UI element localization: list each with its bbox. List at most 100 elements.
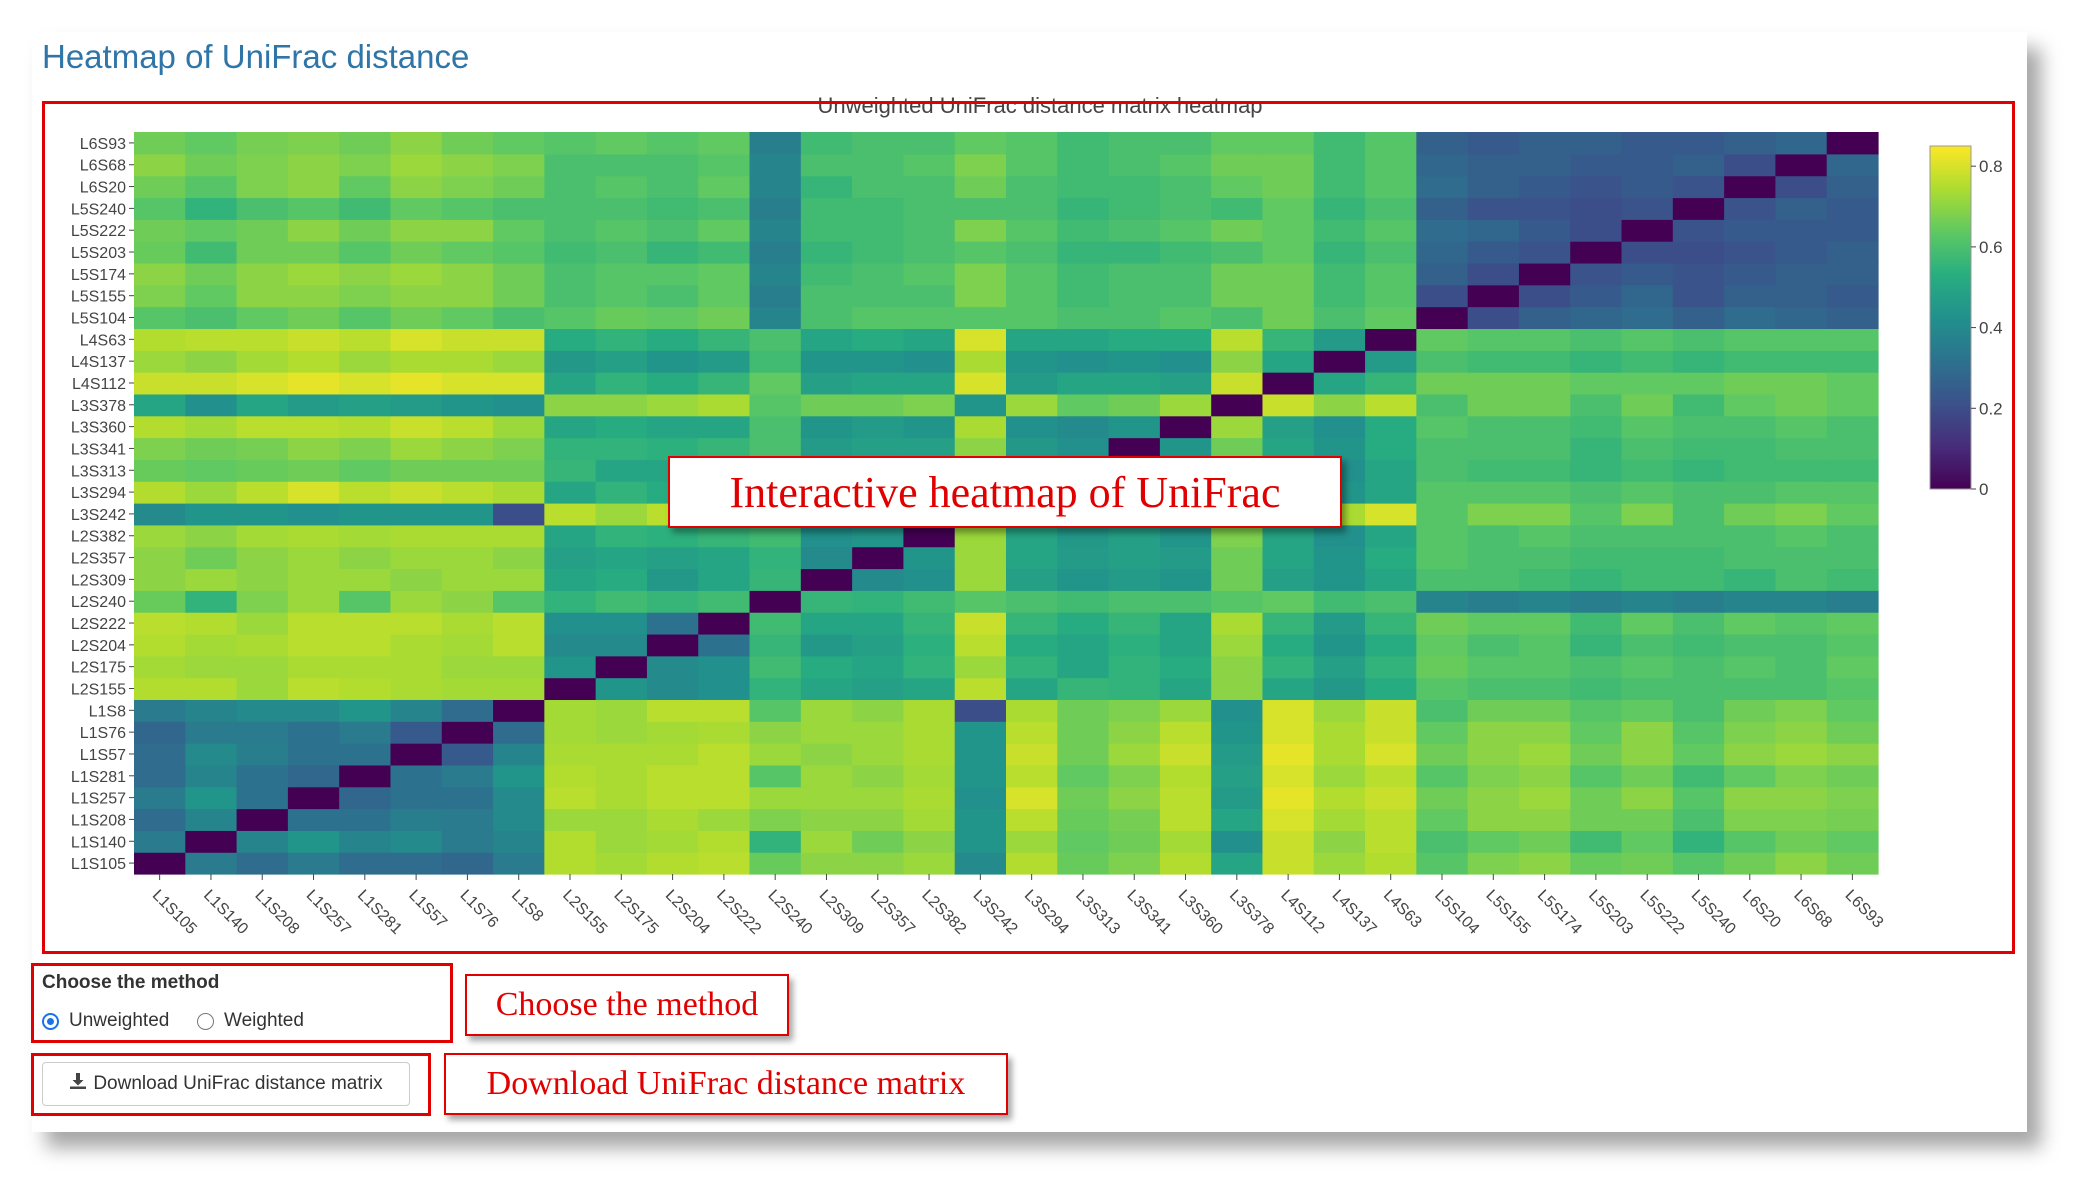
heatmap-cell[interactable]	[1621, 503, 1674, 526]
heatmap-cell[interactable]	[1416, 743, 1469, 766]
heatmap-cell[interactable]	[1211, 764, 1264, 788]
heatmap-cell[interactable]	[1826, 175, 1879, 199]
heatmap-cell[interactable]	[1775, 546, 1828, 570]
heatmap-cell[interactable]	[595, 175, 648, 199]
heatmap-cell[interactable]	[903, 306, 956, 330]
heatmap-cell[interactable]	[1365, 633, 1417, 657]
heatmap-cell[interactable]	[493, 350, 545, 373]
heatmap-cell[interactable]	[1211, 721, 1264, 744]
heatmap-cell[interactable]	[287, 459, 340, 482]
heatmap-cell[interactable]	[1108, 241, 1161, 264]
heatmap-cell[interactable]	[1621, 459, 1674, 482]
heatmap-cell[interactable]	[954, 306, 1007, 330]
heatmap-cell[interactable]	[236, 568, 289, 591]
heatmap-cell[interactable]	[646, 175, 699, 199]
heatmap-cell[interactable]	[1518, 197, 1571, 220]
heatmap-cell[interactable]	[185, 721, 238, 744]
heatmap-cell[interactable]	[595, 393, 648, 417]
heatmap-cell[interactable]	[236, 219, 289, 242]
heatmap-cell[interactable]	[1211, 633, 1264, 657]
heatmap-cell[interactable]	[1313, 633, 1366, 657]
heatmap-cell[interactable]	[1159, 786, 1212, 810]
heatmap-cell[interactable]	[1724, 415, 1777, 439]
heatmap-cell[interactable]	[1570, 830, 1623, 853]
heatmap-cell[interactable]	[1518, 590, 1571, 613]
heatmap-cell[interactable]	[1211, 699, 1264, 722]
heatmap-cell[interactable]	[749, 852, 802, 875]
heatmap-cell[interactable]	[954, 786, 1007, 810]
heatmap-cell[interactable]	[1724, 546, 1777, 570]
heatmap-cell[interactable]	[1775, 568, 1828, 591]
heatmap-cell[interactable]	[852, 524, 905, 548]
heatmap-cell[interactable]	[1467, 568, 1520, 591]
heatmap-cell[interactable]	[339, 764, 392, 788]
heatmap-cell[interactable]	[185, 677, 238, 701]
heatmap-cell[interactable]	[287, 197, 340, 220]
heatmap-cell[interactable]	[1518, 328, 1571, 351]
heatmap-cell[interactable]	[749, 306, 802, 330]
heatmap-cell[interactable]	[1006, 568, 1058, 591]
heatmap-cell[interactable]	[1108, 372, 1161, 395]
heatmap-cell[interactable]	[1775, 306, 1828, 330]
heatmap-cell[interactable]	[441, 721, 494, 744]
heatmap-cell[interactable]	[185, 655, 238, 679]
heatmap-cell[interactable]	[852, 786, 905, 810]
heatmap-cell[interactable]	[1159, 241, 1212, 264]
heatmap-cell[interactable]	[390, 677, 443, 701]
heatmap-cell[interactable]	[1262, 372, 1315, 395]
heatmap-cell[interactable]	[646, 743, 699, 766]
heatmap-cell[interactable]	[1672, 655, 1725, 679]
heatmap-cell[interactable]	[544, 372, 597, 395]
heatmap-cell[interactable]	[1672, 241, 1725, 264]
heatmap-cell[interactable]	[1672, 677, 1725, 701]
heatmap-cell[interactable]	[1724, 721, 1777, 744]
heatmap-cell[interactable]	[441, 568, 494, 591]
heatmap-cell[interactable]	[1416, 132, 1469, 155]
heatmap-cell[interactable]	[800, 699, 853, 722]
radio-unweighted-dot[interactable]	[42, 1012, 59, 1030]
heatmap-cell[interactable]	[1724, 786, 1777, 810]
heatmap-cell[interactable]	[1467, 262, 1520, 286]
heatmap-cell[interactable]	[852, 677, 905, 701]
heatmap-cell[interactable]	[1365, 415, 1417, 439]
heatmap-cell[interactable]	[441, 350, 494, 373]
heatmap-cell[interactable]	[1621, 699, 1674, 722]
heatmap-cell[interactable]	[441, 481, 494, 504]
heatmap-cell[interactable]	[1365, 852, 1417, 875]
heatmap-cell[interactable]	[1570, 743, 1623, 766]
heatmap-cell[interactable]	[1057, 175, 1110, 199]
heatmap-cell[interactable]	[1262, 262, 1315, 286]
heatmap-cell[interactable]	[954, 546, 1007, 570]
heatmap-cell[interactable]	[1262, 175, 1315, 199]
heatmap-cell[interactable]	[339, 721, 392, 744]
heatmap-cell[interactable]	[800, 219, 853, 242]
heatmap-cell[interactable]	[185, 590, 238, 613]
heatmap-cell[interactable]	[1262, 633, 1315, 657]
heatmap-cell[interactable]	[134, 241, 186, 264]
heatmap-cell[interactable]	[595, 350, 648, 373]
heatmap-cell[interactable]	[1108, 786, 1161, 810]
heatmap-cell[interactable]	[134, 437, 186, 460]
heatmap-cell[interactable]	[390, 437, 443, 460]
heatmap-cell[interactable]	[1518, 153, 1571, 177]
heatmap-cell[interactable]	[1775, 328, 1828, 351]
heatmap-cell[interactable]	[749, 633, 802, 657]
heatmap-cell[interactable]	[390, 481, 443, 504]
heatmap-cell[interactable]	[1724, 132, 1777, 155]
heatmap-cell[interactable]	[1159, 219, 1212, 242]
heatmap-cell[interactable]	[441, 743, 494, 766]
heatmap-cell[interactable]	[339, 590, 392, 613]
heatmap-cell[interactable]	[1159, 262, 1212, 286]
heatmap-cell[interactable]	[903, 393, 956, 417]
heatmap-cell[interactable]	[1313, 743, 1366, 766]
heatmap-cell[interactable]	[236, 284, 289, 308]
heatmap-cell[interactable]	[1416, 393, 1469, 417]
heatmap-cell[interactable]	[544, 481, 597, 504]
heatmap-cell[interactable]	[1262, 306, 1315, 330]
heatmap-cell[interactable]	[493, 262, 545, 286]
heatmap-cell[interactable]	[1826, 306, 1879, 330]
heatmap-cell[interactable]	[1570, 612, 1623, 635]
heatmap-cell[interactable]	[1416, 808, 1469, 831]
heatmap-cell[interactable]	[1416, 262, 1469, 286]
heatmap-cell[interactable]	[1672, 764, 1725, 788]
